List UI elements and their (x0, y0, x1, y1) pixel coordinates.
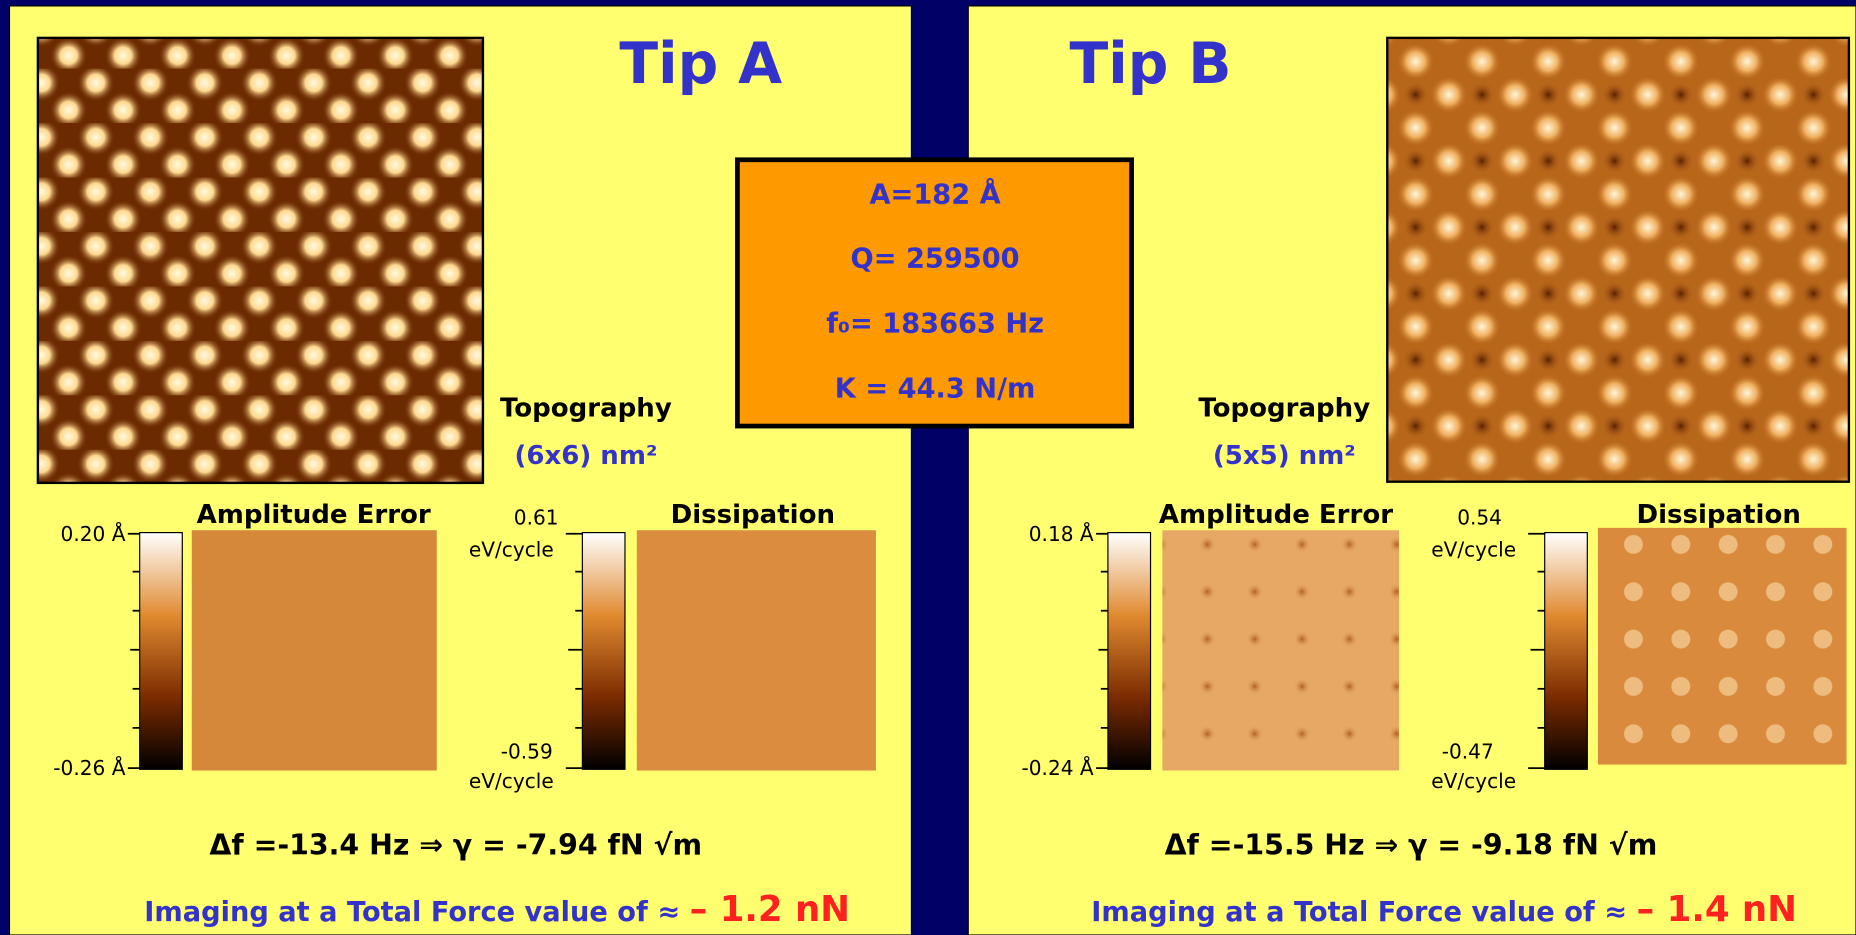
colorbar-min: -0.47 (1442, 740, 1494, 764)
size-label: (5x5) nm² (1213, 441, 1356, 471)
topography-label: Topography (1198, 394, 1370, 424)
colorbar (582, 533, 625, 770)
parameter: Q= 259500 (851, 243, 1020, 274)
frequency-shift: Δf =-15.5 Hz ⇒ γ = -9.18 fN √m (1165, 829, 1658, 862)
parameter: f₀= 183663 Hz (826, 309, 1044, 340)
colorbar-max: 0.20 Å (61, 522, 126, 546)
topography-image (1387, 38, 1849, 482)
frequency-shift: Δf =-13.4 Hz ⇒ γ = -7.94 fN √m (209, 829, 702, 862)
tip-title: Tip A (619, 31, 782, 97)
amplitude-image (1162, 530, 1399, 770)
force-value: – 1.4 nN (1637, 889, 1797, 930)
colorbar-max-unit: eV/cycle (469, 537, 554, 561)
dissipation-image (1598, 528, 1847, 765)
colorbar-max-unit: eV/cycle (1431, 537, 1516, 561)
colorbar-min: -0.59 (501, 740, 553, 764)
colorbar-min-unit: eV/cycle (1431, 769, 1516, 793)
dissipation-image (637, 530, 876, 770)
colorbar (1545, 533, 1588, 770)
colorbar-min: -0.24 Å (1022, 756, 1094, 780)
slide: Tip A Topography (6x6) nm² Amplitude Err… (0, 0, 1856, 935)
amplitude-title: Amplitude Error (1159, 500, 1393, 530)
topography-label: Topography (500, 394, 672, 424)
parameter: K = 44.3 N/m (835, 374, 1036, 405)
colorbar (140, 533, 183, 770)
amplitude-image (192, 530, 437, 770)
page: { "tip_a": { "title": "Tip A", "topograp… (0, 0, 1856, 935)
size-label: (6x6) nm² (514, 441, 657, 471)
colorbar (1108, 533, 1151, 770)
amplitude-title: Amplitude Error (197, 500, 431, 530)
dissipation-title: Dissipation (1637, 500, 1801, 530)
parameter: A=182 Å (869, 179, 1000, 211)
colorbar-min: -0.26 Å (53, 756, 125, 780)
colorbar-max: 0.61 (514, 505, 559, 529)
colorbar-min-unit: eV/cycle (469, 769, 554, 793)
colorbar-max: 0.54 (1457, 505, 1502, 529)
dissipation-title: Dissipation (671, 500, 835, 530)
force-text: Imaging at a Total Force value of ≈ (1091, 897, 1627, 928)
topography-image (38, 38, 483, 483)
force-text: Imaging at a Total Force value of ≈ (144, 897, 680, 928)
tip-title: Tip B (1070, 31, 1232, 97)
force-value: – 1.2 nN (690, 889, 850, 930)
colorbar-max: 0.18 Å (1029, 522, 1094, 546)
